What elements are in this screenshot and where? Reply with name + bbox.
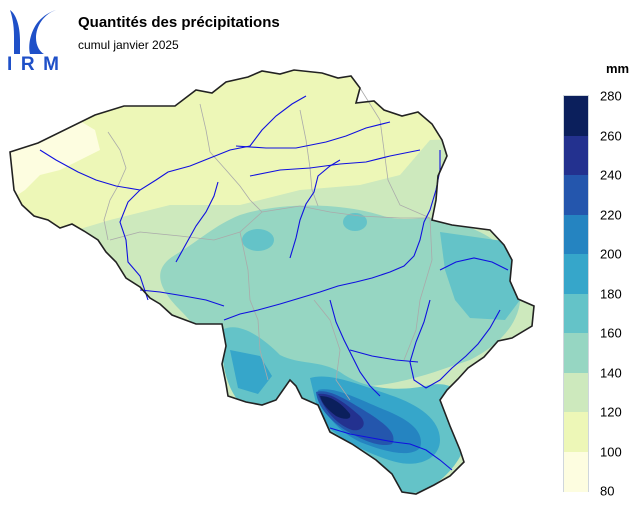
river-schelde xyxy=(119,95,307,301)
river-haine xyxy=(139,289,225,307)
legend-tick-label: 200 xyxy=(600,246,622,262)
river-dijle xyxy=(289,159,341,259)
legend-tick-label: 220 xyxy=(600,207,622,222)
river-dender xyxy=(175,181,219,263)
river-sambre-maas xyxy=(223,150,441,321)
river-maas-south xyxy=(329,299,381,397)
river-leie xyxy=(39,149,141,191)
legend-swatch xyxy=(564,333,588,373)
legend-tick-label: 120 xyxy=(600,404,622,420)
river-ourthe xyxy=(409,299,501,389)
legend-swatch xyxy=(564,135,588,176)
legend-tick-label: 260 xyxy=(600,128,622,143)
zone-260-280 xyxy=(320,396,351,419)
precipitation-map xyxy=(9,69,535,495)
zone-160-180-east xyxy=(440,232,520,320)
river-semois xyxy=(329,427,453,471)
map-subtitle: cumul janvier 2025 xyxy=(78,38,179,52)
legend-swatch xyxy=(564,96,588,136)
province-borders xyxy=(103,87,433,401)
legend-swatch xyxy=(564,254,588,294)
legend-tick-label: 140 xyxy=(600,365,622,380)
river-demer xyxy=(249,149,421,177)
zone-160-180-centre xyxy=(242,229,274,251)
legend-swatch xyxy=(564,175,588,215)
legend-swatch xyxy=(564,293,588,334)
color-legend-bar xyxy=(563,95,589,492)
legend-unit: mm xyxy=(606,61,630,76)
legend-tick-label: 160 xyxy=(600,325,622,341)
legend-swatch xyxy=(564,372,588,413)
zone-160-180-brabant xyxy=(343,213,367,231)
legend-tick-label: 100 xyxy=(600,444,622,459)
legend-swatch xyxy=(564,214,588,255)
irm-logo: IRM xyxy=(7,10,59,72)
legend-swatch xyxy=(564,451,588,492)
legend-swatch xyxy=(564,412,588,452)
rivers xyxy=(39,95,509,471)
precipitation-zones xyxy=(10,70,534,494)
river-vesdre xyxy=(439,257,509,271)
logo-text: IRM xyxy=(7,54,59,72)
river-lesse xyxy=(349,349,419,363)
river-nete xyxy=(235,121,391,149)
legend-tick-label: 240 xyxy=(600,167,622,183)
legend-tick-label: 80 xyxy=(600,483,615,499)
legend-tick-label: 280 xyxy=(600,88,622,104)
map-title: Quantités des précipitations xyxy=(78,14,280,31)
legend-tick-label: 180 xyxy=(600,286,622,301)
